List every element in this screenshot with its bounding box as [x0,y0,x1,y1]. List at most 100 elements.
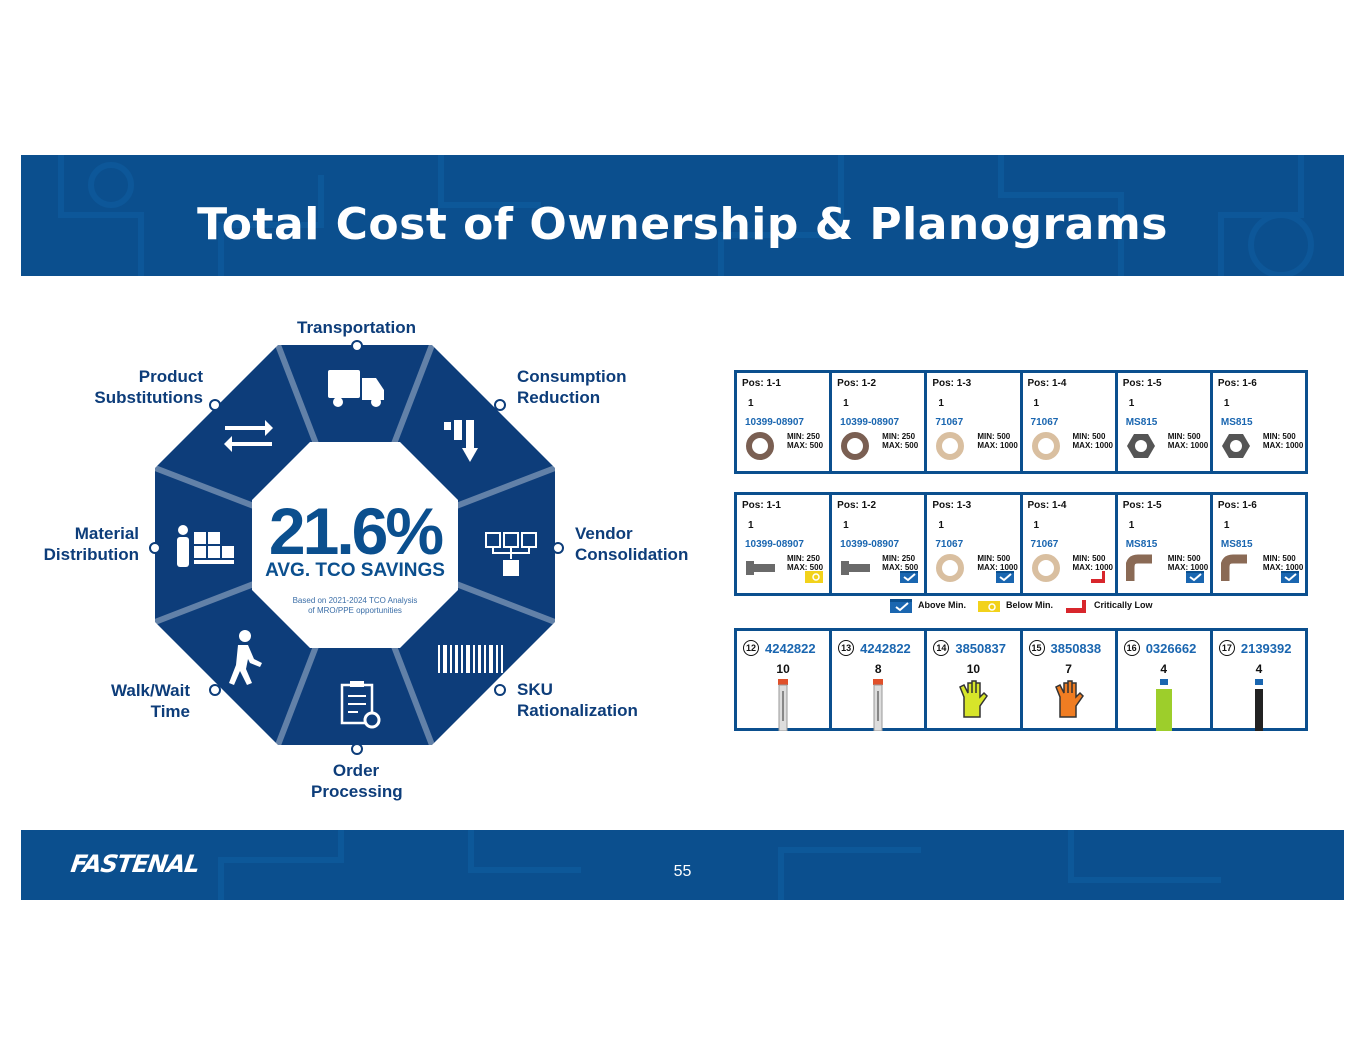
slot-sku: 0326662 [1145,640,1197,656]
tco-center: 21.6% AVG. TCO SAVINGS Based on 2021-202… [255,498,455,616]
min-value: MIN: 500 [1167,554,1201,563]
max-value: MAX: 500 [882,441,919,450]
tco-subtitle: AVG. TCO SAVINGS [265,560,445,581]
vending-slot: 16 0326662 4 [1117,631,1210,731]
label-product-line2: Substitutions [94,388,203,407]
min-value: MIN: 500 [1262,554,1296,563]
label-sku: SKU Rationalization [517,679,638,721]
min-value: MIN: 500 [977,432,1011,441]
min-value: MIN: 500 [977,554,1011,563]
planogram-row-1: Pos: 1-1 1 10399-08907 MIN: 250 MAX: 500 P… [734,370,1308,474]
slot-header: 12 4242822 [743,640,816,656]
position-label: Pos: 1-1 [742,500,781,511]
max-value: MAX: 1000 [1262,441,1304,450]
min-max: MIN: 500 MAX: 1000 [977,554,1017,572]
tco-note-line1: Based on 2021-2024 TCO Analysis [292,596,418,605]
planogram-cell: Pos: 1-5 1 MS815 MIN: 500 MAX: 1000 [1117,495,1210,593]
label-consumption-line1: Consumption [517,367,627,386]
slot-number: 16 [1123,640,1140,656]
dot-sku [494,684,506,696]
critical-legend-icon [1066,600,1086,613]
slot-sku: 2139392 [1240,640,1292,656]
slot-number: 14 [933,640,950,656]
part-number: 71067 [935,417,964,428]
min-max: MIN: 250 MAX: 500 [882,554,918,572]
part-number: 71067 [1030,417,1059,428]
legend-below: Below Min. [1006,600,1053,610]
material-distribution-icon [177,525,234,567]
label-sku-line2: Rationalization [517,701,638,720]
part-number: MS815 [1125,417,1158,428]
label-transportation: Transportation [297,318,417,337]
status-critical-icon [1090,570,1109,588]
min-max: MIN: 500 MAX: 1000 [1073,554,1113,572]
vending-slot: 14 3850837 10 [927,631,1020,728]
dot-consumption [494,399,506,411]
label-order-line1: Order [332,761,380,780]
part-number: MS815 [1125,539,1158,550]
label-vendor-line1: Vendor [575,524,633,543]
slot-count: 8 [874,662,882,676]
part-number: MS815 [1220,539,1253,550]
max-value: MAX: 1000 [977,441,1018,450]
planogram-row-2: Pos: 1-1 1 10399-08907 MIN: 250 MAX: 500 P… [734,492,1308,596]
below-min-legend-icon [978,601,1000,612]
position-label: Pos: 1-4 [1027,378,1067,389]
planogram-cell: Pos: 1-6 1 MS815 MIN: 500 MAX: 1000 [1212,373,1306,471]
yellow-glove-icon [958,679,989,724]
washer-dark-icon [840,431,870,466]
max-value: MAX: 1000 [977,563,1018,572]
label-order: Order Processing [311,760,403,802]
max-value: MAX: 500 [787,441,824,450]
planogram-cell: Pos: 1-6 1 MS815 MIN: 500 MAX: 1000 [1212,495,1306,593]
planogram-cell: Pos: 1-3 1 71067 MIN: 500 MAX: 1000 [927,495,1020,593]
position-label: Pos: 1-6 [1217,378,1257,389]
legend-above: Above Min. [918,600,967,610]
max-value: MAX: 1000 [1262,563,1304,572]
min-max: MIN: 500 MAX: 1000 [1263,554,1303,572]
dot-walk [209,684,221,696]
part-number: 10399-08907 [745,539,804,550]
vending-slot: 12 4242822 10 [737,631,830,732]
circuit-pattern [58,155,1314,276]
slot-sku: 4242822 [860,640,911,656]
hex-nut-icon [1221,431,1251,466]
quantity: 1 [1223,520,1230,531]
legend-critical: Critically Low [1094,600,1153,610]
position-label: Pos: 1-2 [837,378,877,389]
hex-nut-icon [1126,431,1156,466]
position-label: Pos: 1-1 [742,378,781,389]
slot-header: 17 2139392 [1218,640,1292,656]
slot-number: 15 [1028,640,1045,656]
substitution-arrows-icon [224,420,273,452]
label-material-line2: Distribution [43,545,139,564]
position-label: Pos: 1-3 [932,500,972,511]
truck-icon [328,370,384,407]
slot-header: 13 4242822 [838,640,911,656]
part-number: 71067 [935,539,964,550]
slot-sku: 4242822 [765,640,816,656]
min-max: MIN: 250 MAX: 500 [787,432,823,450]
label-vendor-line2: Consolidation [575,545,689,564]
status-above-icon [995,570,1014,588]
walking-person-icon [229,630,262,685]
consumption-reduction-icon [444,420,478,462]
status-above-icon [1185,570,1204,588]
quantity: 1 [938,398,944,409]
footer-bar: FASTENAL 55 [21,830,1344,900]
min-value: MIN: 250 [787,432,820,441]
quantity: 1 [1128,520,1135,531]
planogram-cell: Pos: 1-4 1 71067 MIN: 500 MAX: 1000 [1022,495,1115,593]
above-min-legend-icon [890,599,912,613]
planogram-cell: Pos: 1-1 1 10399-08907 MIN: 250 MAX: 500 [737,495,830,593]
min-max: MIN: 500 MAX: 1000 [1263,432,1303,450]
bolt-icon [840,553,871,588]
quantity: 1 [748,398,754,409]
slot-number: 13 [838,640,855,656]
part-number: 71067 [1030,539,1059,550]
dot-vendor [552,542,564,554]
min-value: MIN: 500 [1262,432,1296,441]
vending-slot: 13 4242822 8 [832,631,925,732]
min-max: MIN: 250 MAX: 500 [882,432,918,450]
washer-light-icon [1031,431,1061,466]
